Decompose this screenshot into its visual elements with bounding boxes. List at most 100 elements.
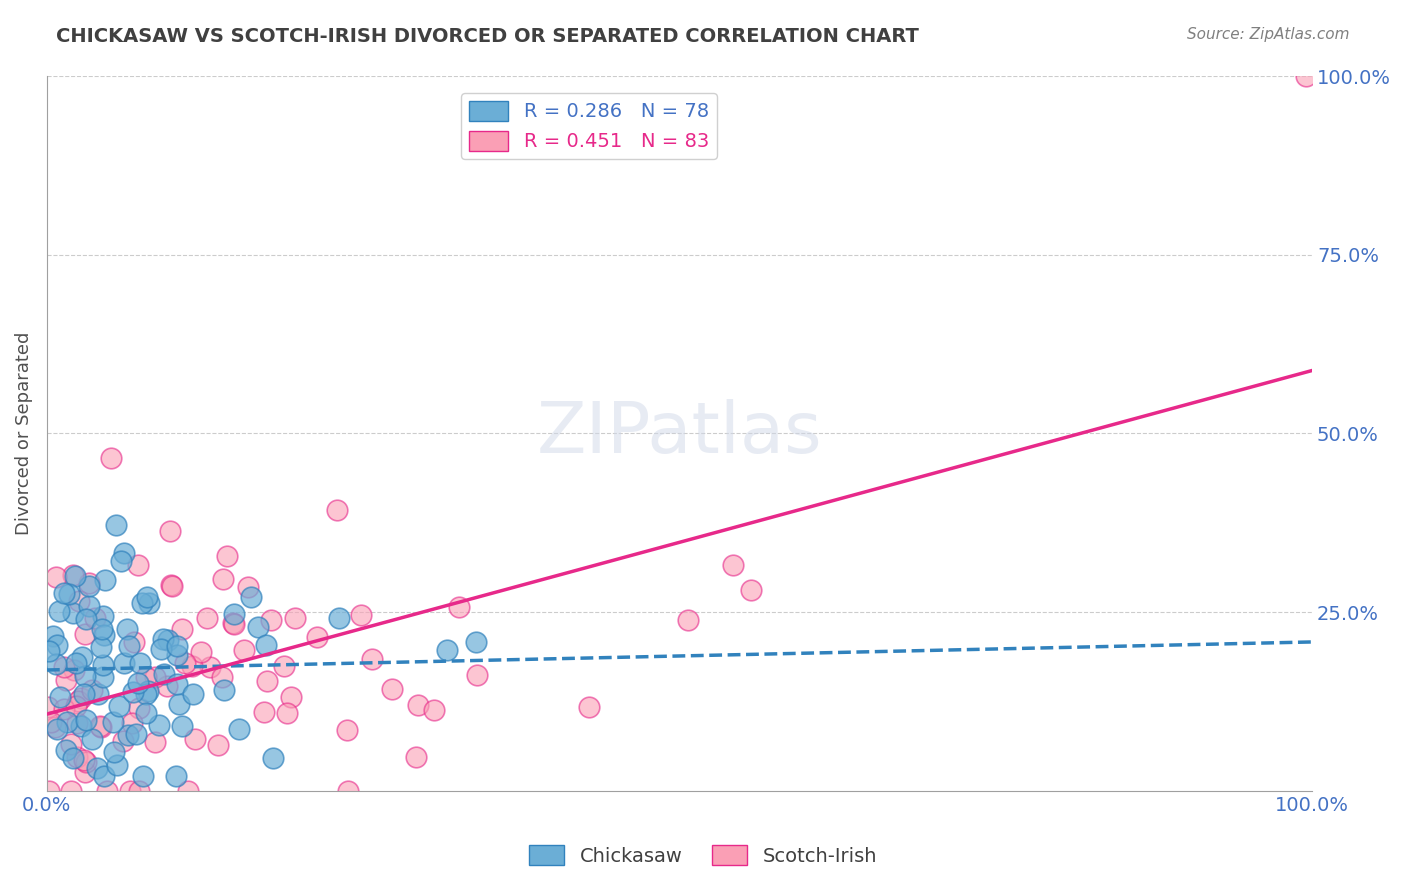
Point — [159, 524, 181, 538]
Text: CHICKASAW VS SCOTCH-IRISH DIVORCED OR SEPARATED CORRELATION CHART: CHICKASAW VS SCOTCH-IRISH DIVORCED OR SE… — [56, 27, 920, 45]
Point — [75, 755, 97, 769]
Point — [59, 737, 82, 751]
Point — [156, 632, 179, 647]
Point — [42, 630, 65, 644]
Point — [198, 659, 221, 673]
Point — [67, 594, 90, 608]
Point — [38, 644, 60, 658]
Point — [180, 659, 202, 673]
Point — [326, 502, 349, 516]
Point — [232, 642, 254, 657]
Point — [90, 720, 112, 734]
Point — [103, 714, 125, 729]
Y-axis label: Divorced or Separated: Divorced or Separated — [15, 332, 32, 535]
Point — [91, 609, 114, 624]
Point — [55, 743, 77, 757]
Point — [65, 657, 87, 671]
Point — [246, 619, 269, 633]
Point — [87, 687, 110, 701]
Point — [55, 673, 77, 688]
Point — [162, 579, 184, 593]
Point — [276, 706, 298, 720]
Point — [58, 586, 80, 600]
Point — [79, 599, 101, 613]
Point — [112, 546, 135, 560]
Point — [86, 761, 108, 775]
Point — [260, 614, 283, 628]
Point — [436, 643, 458, 657]
Point — [49, 690, 72, 705]
Point — [66, 694, 89, 708]
Point — [211, 572, 233, 586]
Point — [63, 569, 86, 583]
Point — [48, 604, 70, 618]
Point — [44, 720, 66, 734]
Legend: R = 0.286   N = 78, R = 0.451   N = 83: R = 0.286 N = 78, R = 0.451 N = 83 — [461, 93, 717, 160]
Point — [406, 698, 429, 713]
Point — [174, 656, 197, 670]
Point — [93, 628, 115, 642]
Point — [125, 727, 148, 741]
Point — [207, 738, 229, 752]
Point — [62, 607, 84, 621]
Point — [381, 681, 404, 696]
Point — [263, 751, 285, 765]
Point — [110, 554, 132, 568]
Point — [172, 622, 194, 636]
Point — [723, 558, 745, 573]
Point — [145, 735, 167, 749]
Point — [222, 615, 245, 630]
Point — [93, 769, 115, 783]
Point — [91, 658, 114, 673]
Point — [128, 783, 150, 797]
Point — [148, 717, 170, 731]
Point — [337, 783, 360, 797]
Point — [280, 690, 302, 704]
Point — [135, 670, 157, 684]
Point — [62, 568, 84, 582]
Point — [172, 719, 194, 733]
Point — [156, 680, 179, 694]
Point — [166, 677, 188, 691]
Point — [122, 684, 145, 698]
Point — [181, 687, 204, 701]
Point — [254, 638, 277, 652]
Point — [152, 667, 174, 681]
Point — [127, 675, 149, 690]
Point — [252, 705, 274, 719]
Point — [56, 715, 79, 730]
Point — [160, 578, 183, 592]
Point — [447, 600, 470, 615]
Point — [165, 769, 187, 783]
Point — [217, 549, 239, 563]
Point — [149, 642, 172, 657]
Point — [740, 582, 762, 597]
Point — [53, 660, 76, 674]
Point — [90, 640, 112, 655]
Point — [423, 703, 446, 717]
Point — [75, 713, 97, 727]
Point — [166, 639, 188, 653]
Point — [167, 697, 190, 711]
Point — [224, 616, 246, 631]
Point — [676, 613, 699, 627]
Point — [103, 746, 125, 760]
Point — [195, 611, 218, 625]
Point — [66, 750, 89, 764]
Point — [59, 783, 82, 797]
Point — [120, 783, 142, 797]
Point — [90, 623, 112, 637]
Point — [82, 732, 104, 747]
Point — [70, 649, 93, 664]
Point — [228, 722, 250, 736]
Text: ZIPatlas: ZIPatlas — [537, 399, 823, 468]
Point — [135, 706, 157, 720]
Point — [136, 684, 159, 698]
Point — [70, 719, 93, 733]
Point — [118, 639, 141, 653]
Point — [94, 574, 117, 588]
Point — [112, 657, 135, 671]
Point — [335, 723, 357, 737]
Point — [91, 670, 114, 684]
Text: Source: ZipAtlas.com: Source: ZipAtlas.com — [1187, 27, 1350, 42]
